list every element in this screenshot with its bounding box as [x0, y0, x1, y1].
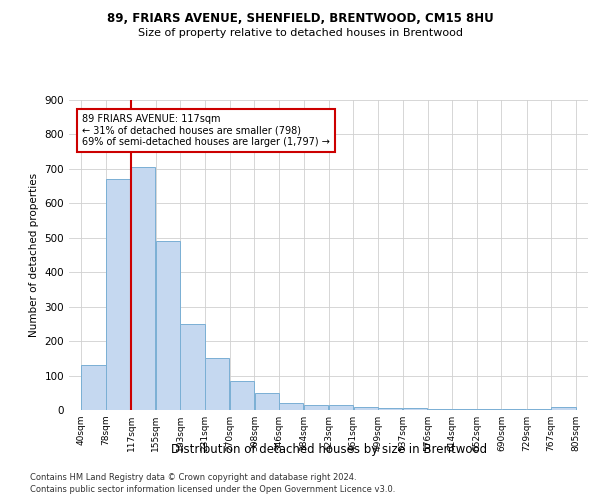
Bar: [551, 406, 575, 410]
Bar: [156, 241, 180, 410]
Bar: [304, 405, 328, 410]
Text: 89, FRIARS AVENUE, SHENFIELD, BRENTWOOD, CM15 8HU: 89, FRIARS AVENUE, SHENFIELD, BRENTWOOD,…: [107, 12, 493, 26]
Y-axis label: Number of detached properties: Number of detached properties: [29, 173, 39, 337]
Bar: [205, 358, 229, 410]
Text: Contains HM Land Registry data © Crown copyright and database right 2024.: Contains HM Land Registry data © Crown c…: [30, 472, 356, 482]
Text: Distribution of detached houses by size in Brentwood: Distribution of detached houses by size …: [171, 442, 487, 456]
Bar: [279, 403, 304, 410]
Bar: [181, 324, 205, 410]
Bar: [329, 405, 353, 410]
Bar: [428, 408, 452, 410]
Bar: [353, 406, 378, 410]
Bar: [378, 408, 403, 410]
Bar: [106, 179, 130, 410]
Bar: [254, 393, 279, 410]
Bar: [230, 380, 254, 410]
Text: 89 FRIARS AVENUE: 117sqm
← 31% of detached houses are smaller (798)
69% of semi-: 89 FRIARS AVENUE: 117sqm ← 31% of detach…: [82, 114, 330, 147]
Bar: [82, 365, 106, 410]
Bar: [131, 167, 155, 410]
Bar: [452, 409, 476, 410]
Bar: [403, 408, 427, 410]
Text: Contains public sector information licensed under the Open Government Licence v3: Contains public sector information licen…: [30, 485, 395, 494]
Text: Size of property relative to detached houses in Brentwood: Size of property relative to detached ho…: [137, 28, 463, 38]
